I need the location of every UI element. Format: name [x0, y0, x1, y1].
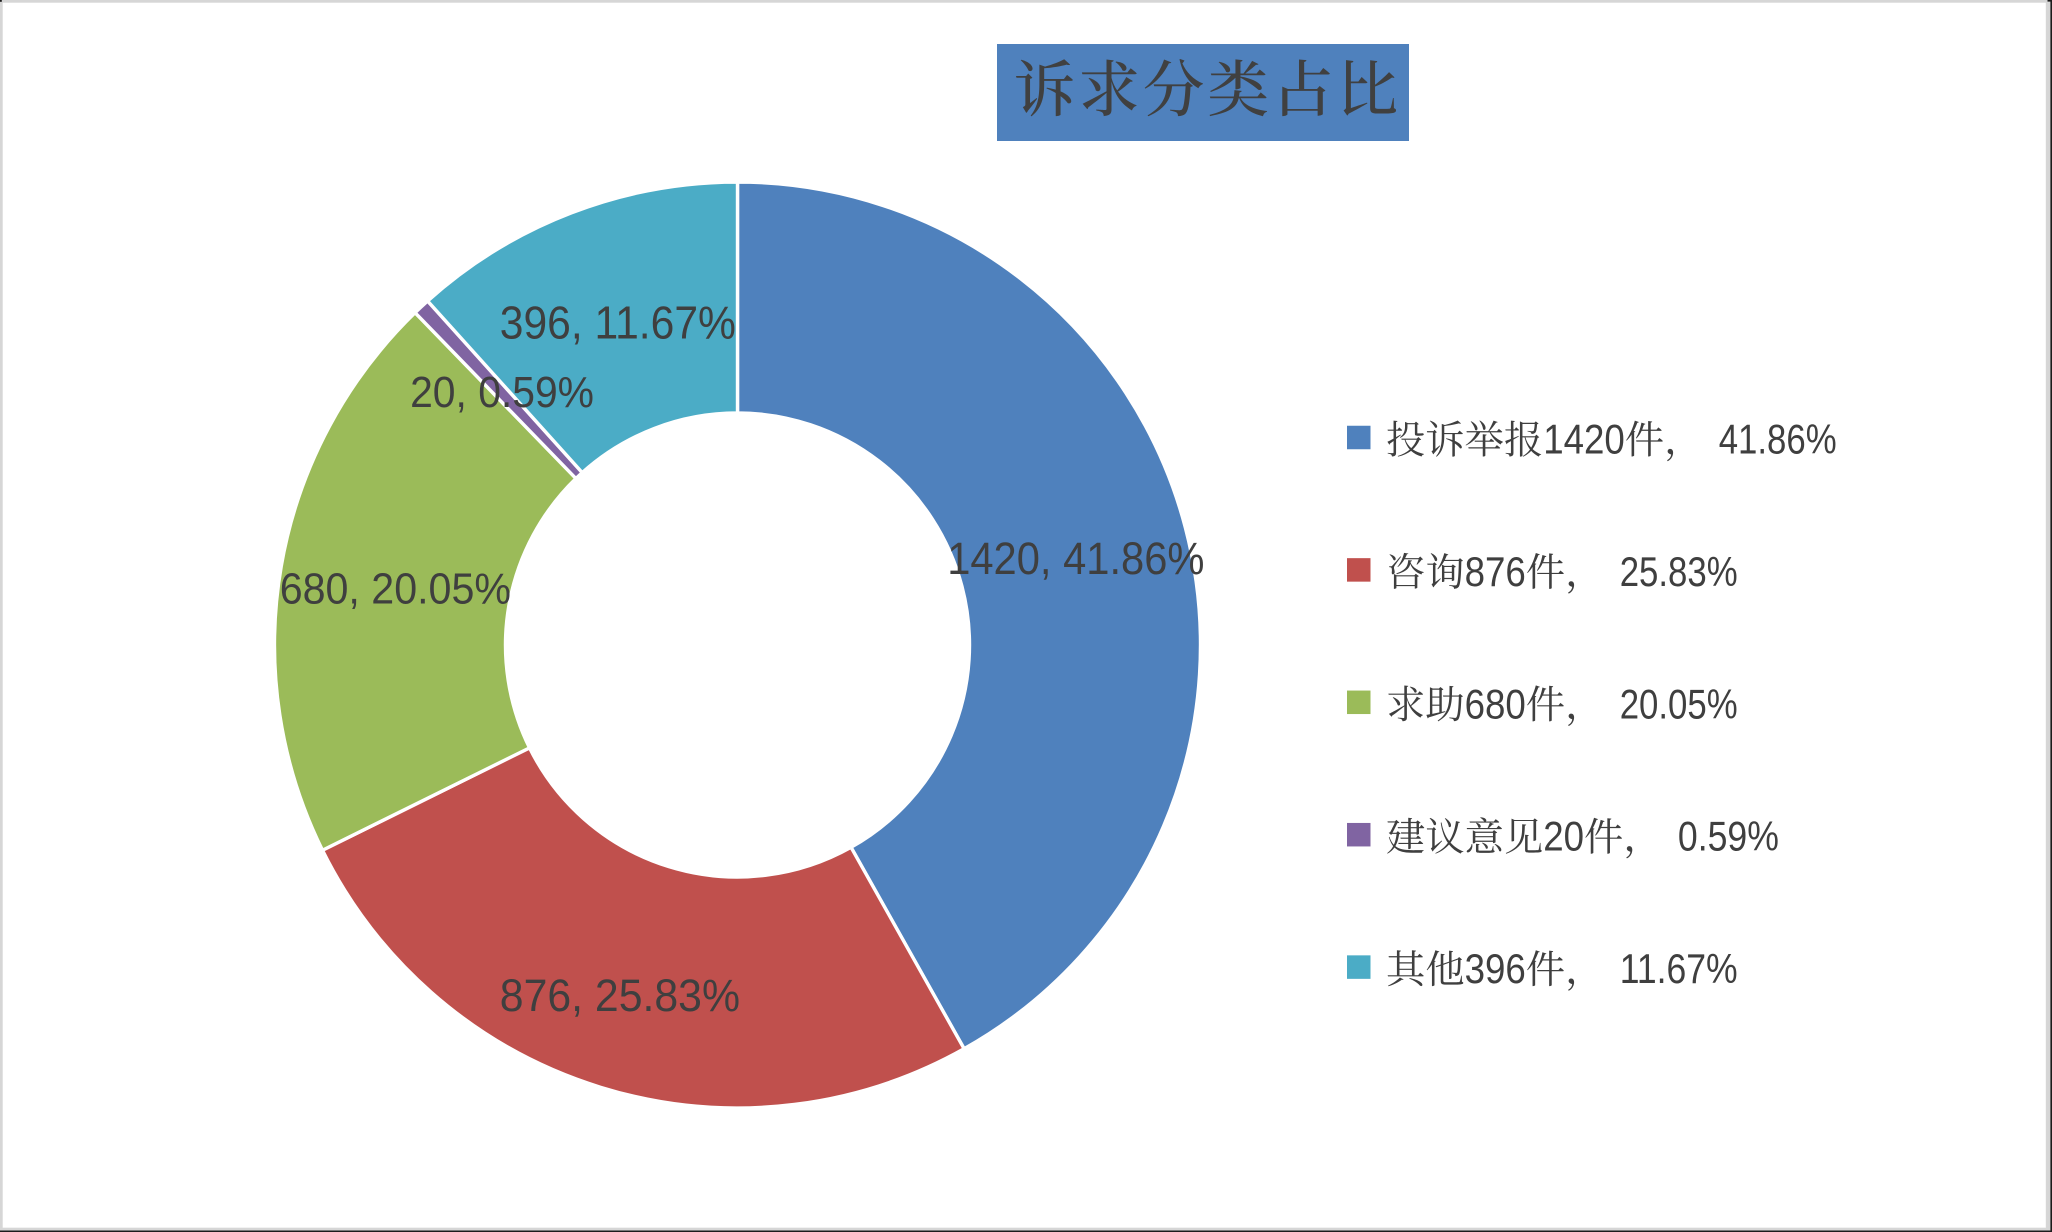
svg-text:25.83%: 25.83% — [1620, 548, 1738, 595]
svg-text:20.05%: 20.05% — [1620, 680, 1738, 727]
svg-text:396: 396 — [1465, 945, 1526, 992]
svg-text:0.59%: 0.59% — [1678, 813, 1779, 860]
svg-text:396, 11.67%: 396, 11.67% — [500, 297, 736, 349]
svg-text:1420: 1420 — [1543, 416, 1625, 463]
svg-text:680: 680 — [1465, 680, 1526, 727]
svg-text:20: 20 — [1543, 813, 1584, 860]
svg-text:11.67%: 11.67% — [1620, 945, 1738, 992]
svg-text:680, 20.05%: 680, 20.05% — [280, 564, 511, 613]
svg-text:876, 25.83%: 876, 25.83% — [500, 970, 740, 1021]
svg-text:41.86%: 41.86% — [1719, 416, 1837, 463]
svg-text:876: 876 — [1465, 548, 1526, 595]
svg-text:1420, 41.86%: 1420, 41.86% — [947, 533, 1204, 584]
svg-text:20, 0.59%: 20, 0.59% — [410, 368, 594, 417]
